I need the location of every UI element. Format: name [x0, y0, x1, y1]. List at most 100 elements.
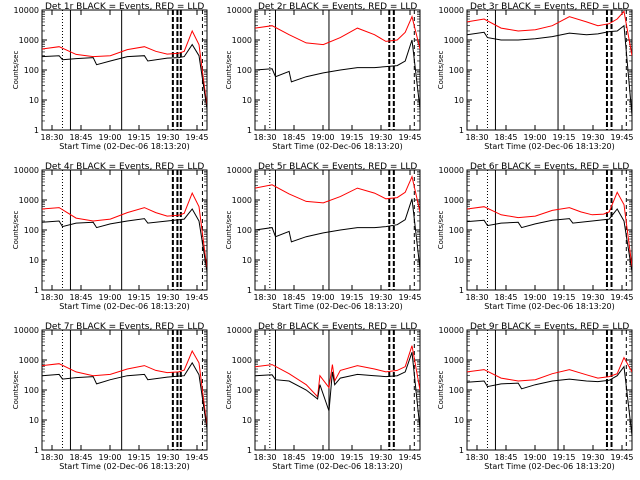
chart-panel-4: Det 4r BLACK = Events, RED = LLD 1 10 100 10…: [12, 162, 209, 311]
plot-frame: [254, 329, 421, 451]
x-tick-label: 19:30: [581, 133, 604, 142]
y-tick-label: 100: [449, 386, 464, 395]
series-lld-line: [255, 175, 420, 213]
x-axis-label: Start Time (02-Dec-06 18:13:20): [272, 302, 403, 311]
plot-frame: [41, 169, 208, 291]
plot-frame: [41, 9, 208, 131]
series-group: [42, 191, 207, 272]
x-tick-label: 19:00: [311, 293, 334, 302]
x-tick-label: 18:45: [282, 453, 305, 462]
y-tick-label: 1: [459, 446, 464, 455]
y-tick-label: 10000: [14, 6, 39, 15]
y-tick-label: 10000: [439, 326, 464, 335]
x-tick-label: 18:45: [494, 133, 517, 142]
chart-title: Det 4r BLACK = Events, RED = LLD: [45, 162, 204, 172]
chart-panel-7: Det 7r BLACK = Events, RED = LLD 1 10 100 10…: [12, 322, 209, 471]
y-tick-label: 10: [242, 416, 252, 425]
series-group: [467, 356, 632, 436]
series-group: [255, 15, 420, 110]
x-tick-label: 18:45: [69, 453, 92, 462]
x-tick-label: 19:45: [610, 453, 633, 462]
x-tick-label: 18:45: [282, 133, 305, 142]
chart-title: Det 1r BLACK = Events, RED = LLD: [45, 2, 204, 12]
x-tick-label: 18:30: [40, 293, 63, 302]
chart-panel-8: Det 8r BLACK = Events, RED = LLD 1 10 100 10…: [225, 322, 422, 471]
x-tick-label: 19:30: [581, 293, 604, 302]
series-events-line: [467, 208, 632, 272]
chart-panel-1: Det 1r BLACK = Events, RED = LLD 1 10 100 10…: [12, 2, 209, 151]
y-axis-label: Counts/sec: [437, 211, 445, 250]
x-tick-label: 19:15: [340, 293, 363, 302]
chart-title: Det 9r BLACK = Events, RED = LLD: [470, 322, 629, 332]
y-tick-label: 1: [34, 286, 39, 295]
chart-panel-9: Det 9r BLACK = Events, RED = LLD 1 10 100 10…: [437, 322, 634, 471]
x-tick-label: 19:45: [610, 133, 633, 142]
chart-title: Det 6r BLACK = Events, RED = LLD: [470, 162, 629, 172]
x-tick-label: 18:45: [282, 293, 305, 302]
x-tick-label: 19:45: [185, 293, 208, 302]
y-tick-label: 10000: [439, 6, 464, 15]
chart-panel-3: Det 3r BLACK = Events, RED = LLD 1 10 100 10…: [437, 2, 634, 151]
y-axis-label: Counts/sec: [225, 51, 233, 90]
series-lld-line: [42, 191, 207, 270]
x-tick-label: 18:45: [69, 293, 92, 302]
y-tick-label: 1000: [19, 196, 39, 205]
x-axis-label: Start Time (02-Dec-06 18:13:20): [484, 302, 615, 311]
series-events-line: [255, 39, 420, 110]
x-axis-label: Start Time (02-Dec-06 18:13:20): [272, 142, 403, 151]
y-tick-label: 100: [237, 386, 252, 395]
series-events-line: [42, 43, 207, 110]
x-tick-label: 19:00: [98, 453, 121, 462]
x-tick-label: 19:45: [398, 293, 421, 302]
series-events-line: [255, 198, 420, 270]
series-group: [42, 29, 207, 110]
y-tick-label: 1000: [232, 36, 252, 45]
series-lld-line: [467, 191, 632, 267]
y-tick-label: 1000: [19, 356, 39, 365]
y-tick-label: 10000: [439, 166, 464, 175]
x-tick-label: 19:30: [369, 133, 392, 142]
x-tick-label: 19:15: [127, 293, 150, 302]
x-tick-label: 19:45: [610, 293, 633, 302]
y-axis-label: Counts/sec: [225, 211, 233, 250]
series-lld-line: [42, 29, 207, 107]
series-lld-line: [255, 345, 420, 398]
y-tick-label: 1000: [232, 356, 252, 365]
y-tick-label: 100: [449, 226, 464, 235]
series-events-line: [467, 365, 632, 436]
series-lld-line: [42, 349, 207, 427]
chart-title: Det 8r BLACK = Events, RED = LLD: [258, 322, 417, 332]
x-tick-label: 19:00: [98, 293, 121, 302]
y-tick-label: 10: [454, 416, 464, 425]
x-tick-label: 19:00: [311, 133, 334, 142]
y-tick-label: 10: [29, 256, 39, 265]
x-tick-label: 19:15: [127, 133, 150, 142]
plot-frame: [41, 329, 208, 451]
x-tick-label: 18:30: [40, 133, 63, 142]
y-tick-label: 1: [247, 446, 252, 455]
y-axis-label: Counts/sec: [225, 371, 233, 410]
series-group: [467, 10, 632, 116]
series-events-line: [42, 208, 207, 272]
series-lld-line: [255, 15, 420, 50]
chart-panel-6: Det 6r BLACK = Events, RED = LLD 1 10 100 10…: [437, 162, 634, 311]
series-group: [467, 191, 632, 272]
x-tick-label: 19:30: [369, 453, 392, 462]
x-tick-label: 19:15: [340, 453, 363, 462]
x-tick-label: 19:30: [156, 293, 179, 302]
y-tick-label: 1000: [232, 196, 252, 205]
x-tick-label: 19:00: [98, 133, 121, 142]
x-tick-label: 19:45: [185, 453, 208, 462]
y-axis-label: Counts/sec: [12, 51, 20, 90]
y-tick-label: 10000: [227, 6, 252, 15]
series-lld-line: [467, 10, 632, 56]
x-tick-label: 19:00: [523, 293, 546, 302]
y-tick-label: 1000: [19, 36, 39, 45]
series-group: [42, 349, 207, 430]
x-tick-label: 18:30: [253, 453, 276, 462]
y-tick-label: 1000: [444, 196, 464, 205]
y-tick-label: 10: [29, 96, 39, 105]
chart-panel-5: Det 5r BLACK = Events, RED = LLD 1 10 100 10…: [225, 162, 422, 311]
y-tick-label: 1: [459, 286, 464, 295]
y-axis-label: Counts/sec: [12, 211, 20, 250]
